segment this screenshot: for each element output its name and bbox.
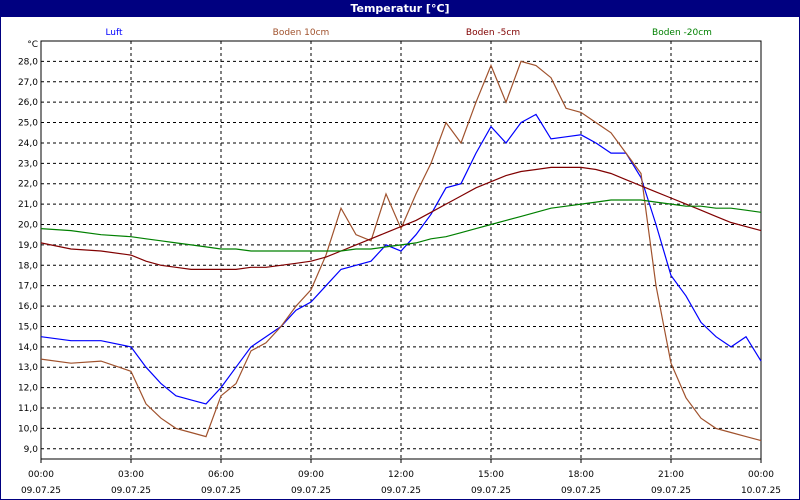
y-tick-label: 9,0	[24, 445, 39, 455]
x-tick-label-date: 10.07.25	[741, 486, 781, 496]
y-tick-label: 21,0	[18, 200, 38, 210]
x-tick-label-time: 06:00	[208, 470, 234, 480]
y-tick-label: 22,0	[18, 180, 38, 190]
x-tick-label-date: 09.07.25	[291, 486, 331, 496]
y-tick-label: 25,0	[18, 119, 38, 129]
x-tick-label-time: 00:00	[28, 470, 54, 480]
y-tick-label: 19,0	[18, 241, 38, 251]
y-tick-label: 26,0	[18, 98, 38, 108]
x-tick-label-date: 09.07.25	[111, 486, 151, 496]
legend-entry: Boden -20cm	[652, 28, 712, 38]
y-tick-label: 27,0	[18, 78, 38, 88]
chart-title: Temperatur [°C]	[1, 1, 799, 17]
y-tick-label: 16,0	[18, 302, 38, 312]
y-axis-label: °C	[27, 40, 38, 50]
y-tick-label: 23,0	[18, 159, 38, 169]
x-tick-label-time: 00:00	[748, 470, 774, 480]
y-tick-label: 17,0	[18, 282, 38, 292]
y-tick-label: 13,0	[18, 363, 38, 373]
y-tick-label: 20,0	[18, 221, 38, 231]
y-tick-label: 10,0	[18, 424, 38, 434]
legend-entry: Luft	[105, 28, 123, 38]
x-tick-label-time: 12:00	[388, 470, 414, 480]
x-tick-label-time: 15:00	[478, 470, 504, 480]
series-line-4	[40, 199, 762, 252]
y-tick-label: 12,0	[18, 384, 38, 394]
series-line-3	[40, 166, 762, 270]
y-tick-label: 14,0	[18, 343, 38, 353]
legend-entry: Boden -5cm	[466, 28, 520, 38]
y-tick-label: 18,0	[18, 261, 38, 271]
y-tick-label: 11,0	[18, 404, 38, 414]
x-tick-label-date: 09.07.25	[471, 486, 511, 496]
x-tick-label-date: 09.07.25	[21, 486, 61, 496]
y-tick-label: 15,0	[18, 322, 38, 332]
x-tick-label-date: 09.07.25	[561, 486, 601, 496]
y-tick-label: 24,0	[18, 139, 38, 149]
x-tick-label-time: 03:00	[118, 470, 144, 480]
x-tick-label-time: 18:00	[568, 470, 594, 480]
x-tick-label-date: 09.07.25	[651, 486, 691, 496]
x-tick-label-date: 09.07.25	[381, 486, 421, 496]
legend-entry: Boden 10cm	[273, 28, 330, 38]
x-tick-label-time: 21:00	[658, 470, 684, 480]
x-tick-label-date: 09.07.25	[201, 486, 241, 496]
series-line-2	[40, 60, 762, 442]
y-tick-label: 28,0	[18, 57, 38, 67]
x-tick-label-time: 09:00	[298, 470, 324, 480]
